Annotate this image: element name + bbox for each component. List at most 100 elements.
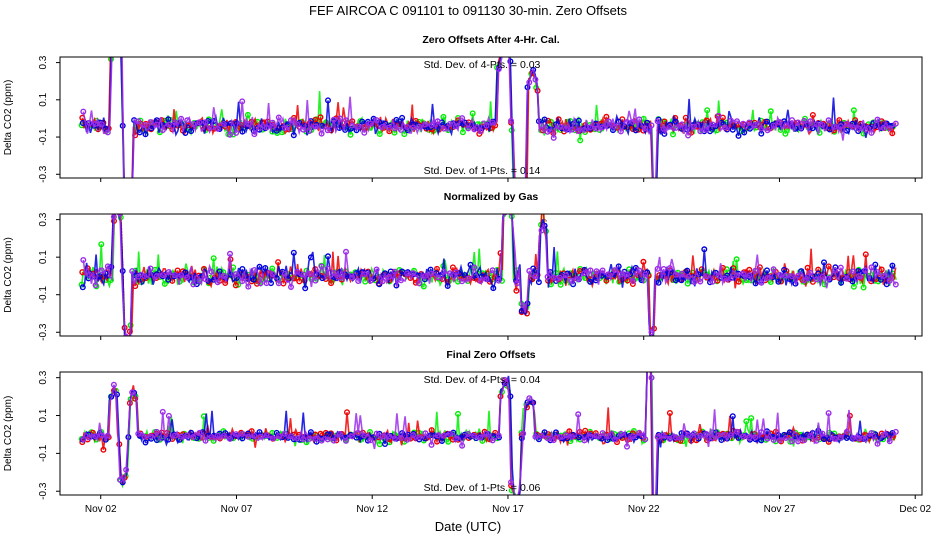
series-blue-point (290, 249, 297, 256)
x-tick-label: Nov 22 (628, 504, 660, 515)
series-purple-point (666, 435, 673, 442)
series-purple-point (312, 123, 319, 130)
series-purple-point (740, 120, 747, 127)
series-purple-point (734, 272, 741, 279)
y-tick-label: 0.3 (38, 55, 49, 69)
x-tick-label: Nov 17 (492, 504, 524, 515)
series-purple-point (226, 250, 233, 257)
figure-title: FEF AIRCOA C 091101 to 091130 30-min. Ze… (309, 3, 627, 18)
series-purple-point (281, 270, 288, 277)
x-tick-label: Nov 12 (356, 504, 388, 515)
series-purple-point (709, 434, 716, 441)
series-blue-point (615, 263, 622, 270)
series-purple-point (165, 269, 172, 276)
series-purple-point (118, 40, 123, 45)
series-purple-point (80, 108, 87, 115)
series-purple-point (837, 123, 844, 130)
series-purple-point (856, 125, 863, 132)
series-green-point (670, 131, 677, 138)
series-green-point (500, 48, 505, 53)
series-purple-point (764, 435, 771, 442)
series-red-point (100, 446, 107, 453)
series-blue-point (113, 391, 120, 398)
panels: Zero Offsets After 4-Hr. Cal. Delta CO2 (… (3, 34, 931, 515)
series-purple-point (703, 126, 710, 133)
series-purple-point (672, 271, 679, 278)
series-purple-point (587, 124, 594, 131)
series-green-point (646, 353, 651, 358)
series-red-point (328, 280, 335, 287)
series-purple-point (697, 128, 704, 135)
series-purple-point (330, 270, 337, 277)
series-green-point (161, 280, 168, 287)
series-purple-point (703, 431, 710, 438)
series-blue-point (627, 120, 634, 127)
series-purple-point (300, 126, 307, 133)
series-purple-point (190, 281, 197, 288)
series-red-point (275, 259, 282, 266)
series-purple-point (636, 267, 643, 274)
series-purple-point (178, 433, 185, 440)
series-purple-point (862, 436, 869, 443)
series-red-point (652, 196, 657, 201)
series-purple-point (440, 125, 447, 132)
series-green-point (269, 265, 276, 272)
series-purple-point (770, 437, 777, 444)
series-purple-point (813, 437, 820, 444)
series-purple-point (544, 273, 551, 280)
series-purple-point (727, 117, 734, 124)
series-green-point (850, 107, 857, 114)
series-purple-point (819, 430, 826, 437)
series-purple-point (666, 265, 673, 272)
data-layer (78, 353, 899, 495)
series-red-point (386, 128, 393, 135)
series-green-point (459, 129, 466, 136)
series-purple-point (672, 434, 679, 441)
series-purple-point (520, 430, 527, 437)
series-purple-point (685, 432, 692, 439)
series-purple-point (92, 433, 99, 440)
series-purple-point (575, 411, 582, 418)
series-purple-point (587, 267, 594, 274)
series-blue-point (821, 259, 828, 266)
series-purple-point (312, 435, 319, 442)
panel-2: Normalized by Gas Delta CO2 (ppm) 0.3 0.1 -0… (3, 191, 923, 341)
series-purple-point (514, 280, 521, 287)
series-blue-point (872, 261, 879, 268)
series-blue-point (832, 264, 839, 271)
series-red-point (317, 114, 324, 121)
series-purple-point (294, 121, 301, 128)
series-red-point (112, 42, 117, 47)
series-purple-point (410, 124, 417, 131)
series-blue-point (541, 429, 548, 436)
series-red-point (117, 202, 122, 207)
series-purple-point (294, 268, 301, 275)
series-green-point (782, 130, 789, 137)
series-purple-point (550, 134, 557, 141)
series-red-point (428, 427, 435, 434)
series-purple-point (562, 272, 569, 279)
series-purple-point (141, 433, 148, 440)
series-purple-point (502, 214, 508, 216)
series-purple-point (135, 273, 142, 280)
series-purple-point (752, 267, 759, 274)
series-blue-point (502, 206, 507, 211)
series-blue-point (307, 429, 314, 436)
series-purple-line (82, 214, 897, 336)
panel-3: Final Zero Offsets Delta CO2 (ppm) 0.3 0.1 -… (3, 349, 923, 500)
series-purple-line (82, 57, 897, 178)
series-blue-point (165, 276, 172, 283)
series-purple-point (141, 121, 148, 128)
series-purple-point (112, 47, 117, 52)
series-purple-point (795, 272, 802, 279)
x-tick-label: Dec 02 (899, 504, 931, 515)
series-purple-point (80, 436, 87, 443)
series-purple-point (404, 123, 411, 130)
series-blue-point (798, 434, 805, 441)
series-purple-point (886, 277, 893, 284)
series-purple-point (801, 277, 808, 284)
series-purple-point (361, 271, 368, 278)
series-purple-point (373, 430, 380, 437)
series-purple-point (483, 276, 490, 283)
series-purple-point (648, 329, 655, 336)
